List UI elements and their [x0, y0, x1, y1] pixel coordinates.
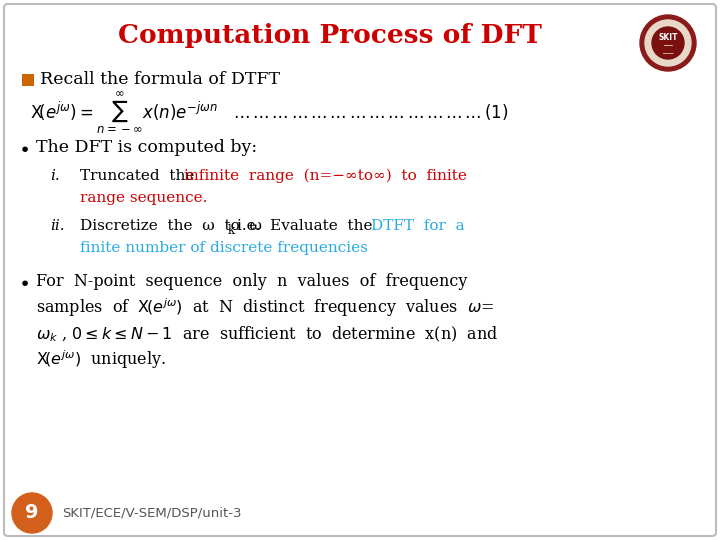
Text: range sequence.: range sequence. [80, 191, 207, 205]
Text: k: k [228, 224, 235, 237]
Text: Recall the formula of DTFT: Recall the formula of DTFT [40, 71, 280, 89]
Text: DTFT  for  a: DTFT for a [371, 219, 464, 233]
Text: infinite  range  (n=−∞to∞)  to  finite: infinite range (n=−∞to∞) to finite [184, 169, 467, 183]
Text: Truncated  the: Truncated the [80, 169, 194, 183]
Text: Discretize  the  ω  to  ω: Discretize the ω to ω [80, 219, 262, 233]
Text: SKIT/ECE/V-SEM/DSP/unit-3: SKIT/ECE/V-SEM/DSP/unit-3 [62, 507, 241, 519]
Text: SKIT: SKIT [658, 32, 678, 42]
Text: finite number of discrete frequencies: finite number of discrete frequencies [80, 241, 368, 255]
Text: 9: 9 [25, 503, 39, 523]
Text: $\omega_k$ , $0 \leq k \leq N - 1$  are  sufficient  to  determine  x(n)  and: $\omega_k$ , $0 \leq k \leq N - 1$ are s… [36, 325, 498, 343]
Text: ━━━: ━━━ [663, 44, 673, 50]
Text: $\bullet$: $\bullet$ [18, 138, 29, 157]
Text: The DFT is computed by:: The DFT is computed by: [36, 138, 257, 156]
Circle shape [645, 20, 691, 66]
FancyBboxPatch shape [4, 4, 716, 536]
Text: $\mathrm{X}\!\left(e^{j\omega}\right) = \sum_{n=-\infty}^{\infty} x(n)e^{-j\omeg: $\mathrm{X}\!\left(e^{j\omega}\right) = … [30, 90, 508, 136]
Circle shape [12, 493, 52, 533]
Text: samples  of  $\mathrm{X}\!\left(e^{j\omega}\right)$  at  N  distinct  frequency : samples of $\mathrm{X}\!\left(e^{j\omega… [36, 296, 494, 319]
Text: $\bullet$: $\bullet$ [18, 273, 29, 292]
Text: ii.: ii. [50, 219, 65, 233]
Text: $\mathrm{X}\!\left(e^{j\omega}\right)$  uniquely.: $\mathrm{X}\!\left(e^{j\omega}\right)$ u… [36, 349, 166, 372]
Circle shape [640, 15, 696, 71]
Text: For  N-point  sequence  only  n  values  of  frequency: For N-point sequence only n values of fr… [36, 273, 467, 291]
Circle shape [652, 27, 684, 59]
Text: Computation Process of DFT: Computation Process of DFT [118, 23, 542, 48]
Bar [22, 74, 34, 86]
Text: i.: i. [50, 169, 60, 183]
Text: i.e.  Evaluate  the: i.e. Evaluate the [237, 219, 372, 233]
Text: ━━━━: ━━━━ [662, 51, 674, 56]
